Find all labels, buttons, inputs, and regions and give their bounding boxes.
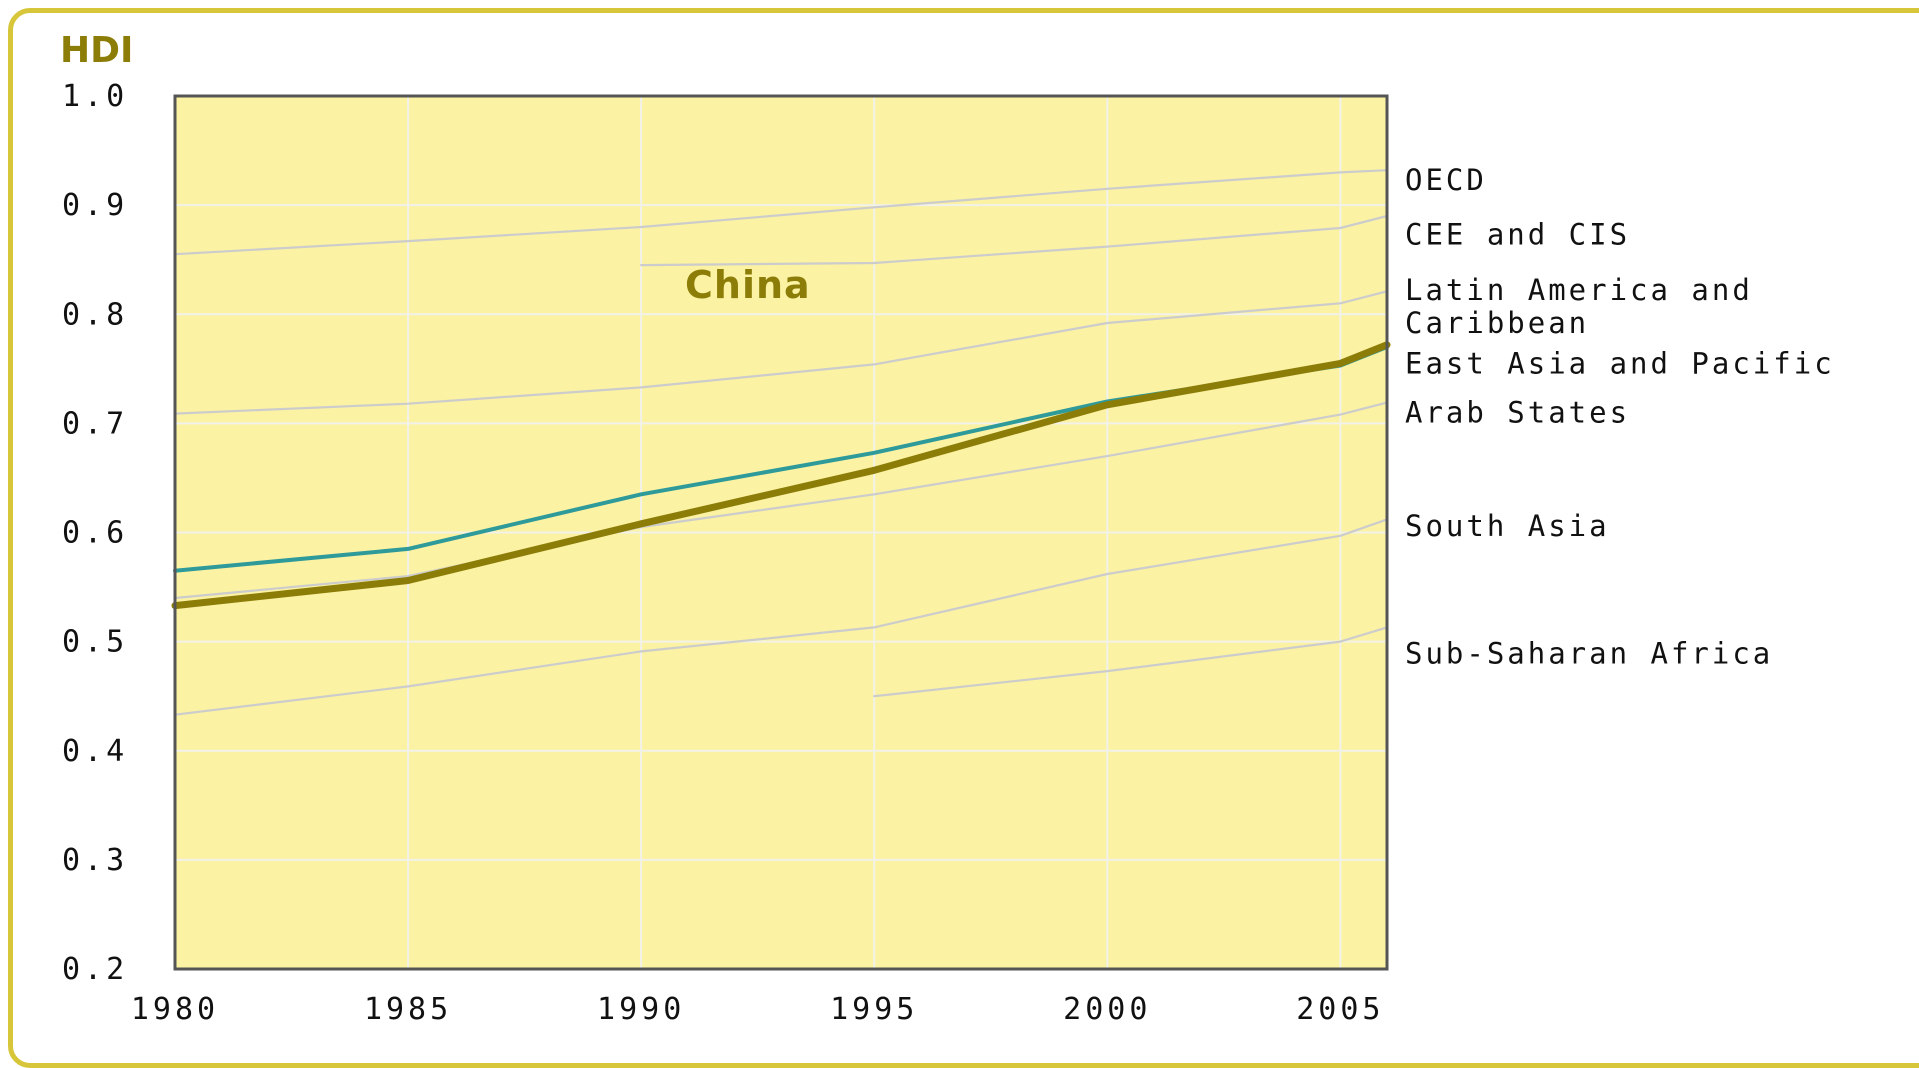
- y-tick-label: 1.0: [62, 79, 128, 114]
- series-line-china: [171, 341, 1391, 610]
- x-tick-label: 1980: [131, 992, 219, 1027]
- series-label: CEE and CIS: [1405, 218, 1630, 252]
- series-label: Caribbean: [1405, 306, 1589, 340]
- x-tick-label: 1985: [364, 992, 452, 1027]
- y-tick-label: 0.9: [62, 188, 128, 223]
- series-line-cee-and-cis: [640, 214, 1389, 267]
- x-tick-label: 2000: [1063, 992, 1151, 1027]
- series-line-sub-saharan-africa: [873, 626, 1389, 698]
- axis-ticks: 0.2 0.3 0.4 0.5 0.6 0.7 0.8 0.9 1.0 1980 1985 1990 1…: [62, 79, 1384, 1027]
- y-tick-label: 0.2: [62, 952, 128, 987]
- y-tick-label: 0.3: [62, 843, 128, 878]
- series-line-oecd: [173, 169, 1389, 256]
- series-line-latin-america-and-caribbean: [173, 290, 1389, 415]
- y-tick-label: 0.6: [62, 516, 128, 551]
- series-lines: [171, 169, 1391, 716]
- series-label: South Asia: [1405, 509, 1610, 543]
- hdi-line-chart: HDI 0.2 0.3 0.4 0.5 0.6 0.7 0.8 0.9 1.0 1980 1985 1…: [60, 30, 1835, 1027]
- plot-border: [173, 94, 1389, 971]
- series-label: East Asia and Pacific: [1405, 346, 1835, 380]
- series-labels: OECD CEE and CIS Latin America andCaribbea…: [1405, 163, 1835, 671]
- china-annotation: China: [685, 263, 811, 307]
- series-label: Arab States: [1405, 395, 1630, 429]
- series-label: OECD: [1405, 163, 1487, 197]
- x-tick-label: 2005: [1296, 992, 1384, 1027]
- series-label: Sub-Saharan Africa: [1405, 637, 1773, 671]
- series-line-south-asia: [173, 518, 1389, 716]
- y-tick-label: 0.4: [62, 734, 128, 769]
- series-label: Latin America and: [1405, 273, 1753, 307]
- y-tick-label: 0.7: [62, 406, 128, 441]
- y-tick-label: 0.8: [62, 297, 128, 332]
- y-tick-label: 0.5: [62, 625, 128, 660]
- x-tick-label: 1990: [597, 992, 685, 1027]
- y-axis-label: HDI: [60, 30, 133, 71]
- series-line-arab-states: [173, 401, 1389, 600]
- x-tick-label: 1995: [830, 992, 918, 1027]
